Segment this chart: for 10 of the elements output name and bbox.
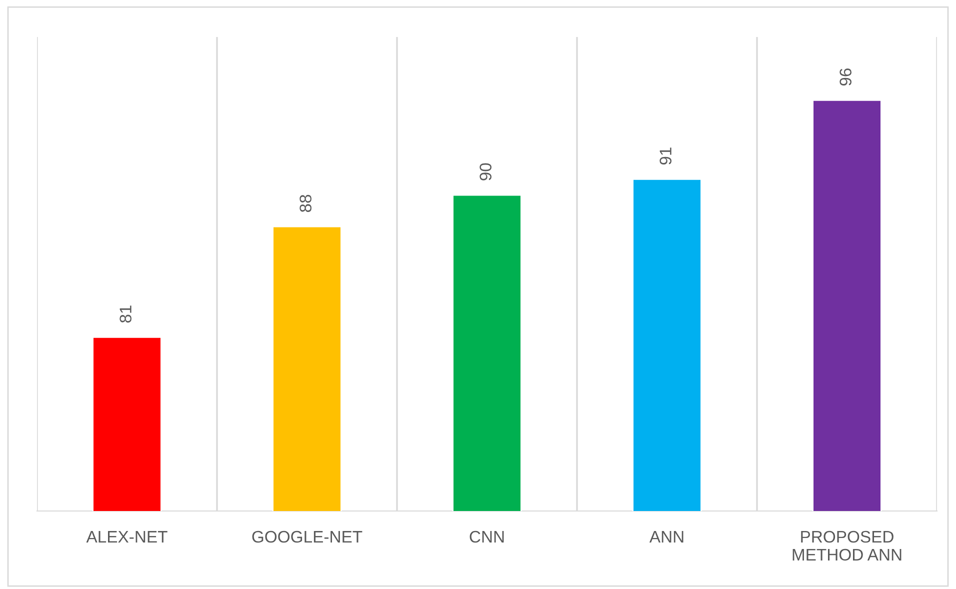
x-tick-label: GOOGLE-NET <box>252 530 362 543</box>
x-tick-label: CNN <box>470 530 504 543</box>
data-label: 90 <box>480 163 492 180</box>
data-label: 91 <box>660 148 672 165</box>
x-tick-label: ALEX-NET <box>86 531 168 543</box>
data-label: 96 <box>840 68 852 86</box>
x-tick-label: ANN <box>649 531 684 543</box>
data-label: 81 <box>120 306 132 323</box>
x-tick-label: PROPOSED METHOD ANN <box>792 530 902 561</box>
data-label: 88 <box>300 194 312 212</box>
